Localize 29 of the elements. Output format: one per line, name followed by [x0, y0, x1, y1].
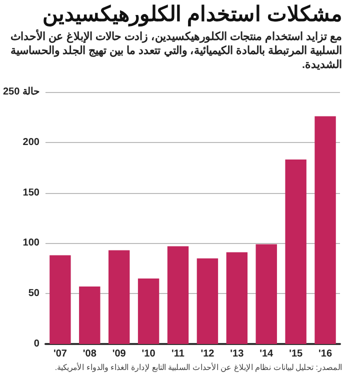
bar	[138, 278, 160, 344]
x-tick-label: '13	[230, 348, 244, 360]
bar	[108, 250, 130, 344]
x-tick-label: '10	[142, 348, 156, 360]
bar	[167, 246, 189, 344]
bar	[79, 286, 100, 344]
y-tick-label: 0	[34, 338, 40, 350]
y-tick-label: 100	[22, 238, 40, 249]
bar	[256, 244, 277, 344]
y-tick-label: 50	[28, 288, 40, 300]
x-tick-label: '11	[172, 348, 185, 360]
x-tick-label: '15	[289, 348, 303, 360]
bar	[314, 116, 336, 344]
x-tick-label: '09	[112, 348, 126, 360]
bar	[226, 252, 248, 344]
bar	[285, 160, 306, 344]
bar	[50, 255, 71, 344]
text: المصدر: تحليل لبيانات نظام الإبلاغ عن الأحداث السلبية التابع لإدارة الغذاء والدواء الأمريكية.	[54, 362, 342, 374]
x-tick-label: '12	[200, 348, 215, 360]
x-tick-label: '16	[318, 348, 332, 360]
chart-title: مشكلات استخدام الكلورهيكسيدين	[41, 2, 342, 28]
x-tick-label: '14	[260, 348, 274, 360]
x-tick-label: '08	[82, 348, 97, 360]
x-tick-label: '07	[53, 348, 68, 360]
y-tick-label: 250 حالة	[2, 86, 40, 98]
bar	[196, 258, 218, 344]
y-tick-label: 150	[22, 187, 40, 198]
y-tick-label: 200	[22, 136, 40, 148]
chart-subtitle: مع تزايد استخدام منتجات الكلورهيكسيدين، زادت حالات الإبلاغ عن الأحداث السلبية المرتبطة بالمادة الكيميائية، والتي تتعدد ما بين تهيج الجلد والحساسية الشديدة.	[9, 30, 342, 72]
